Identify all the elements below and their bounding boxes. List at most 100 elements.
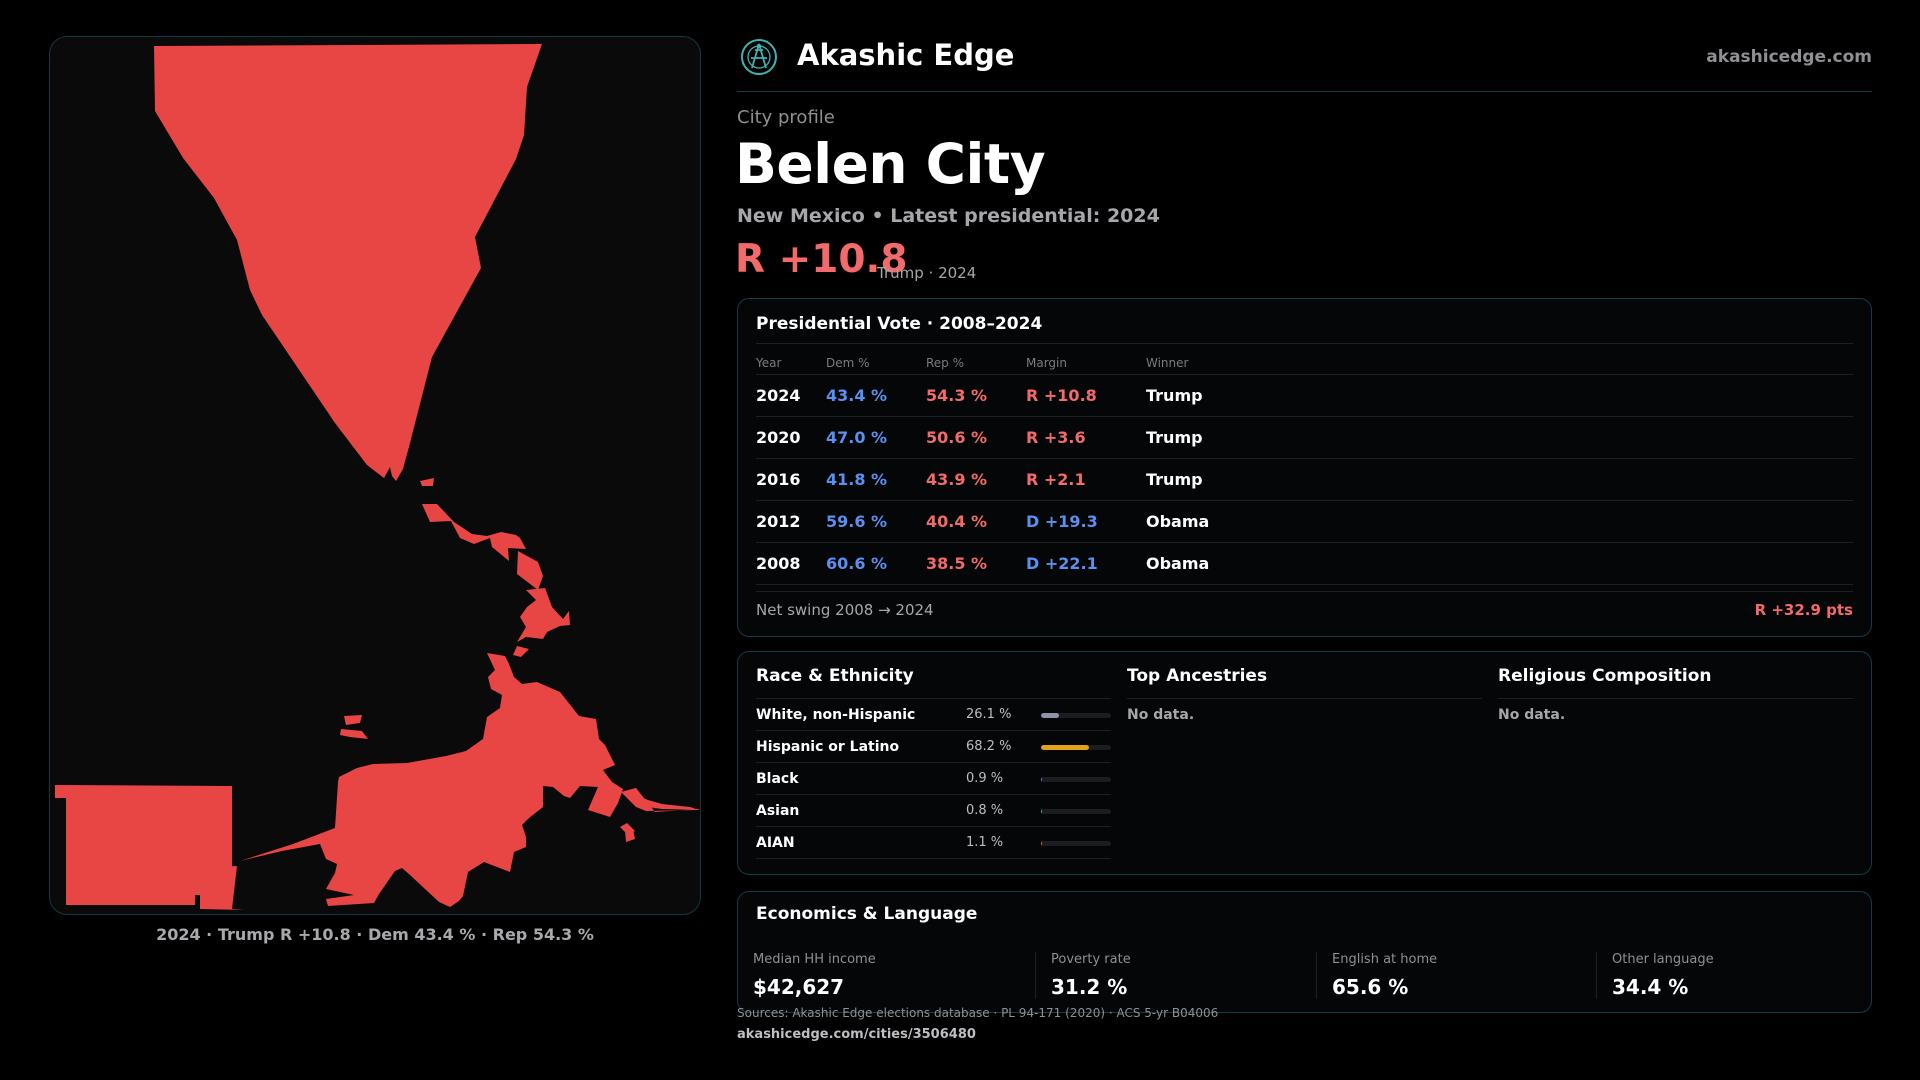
stat-value: 31.2 % (1051, 975, 1128, 999)
race-bar-fill (1041, 745, 1089, 750)
page-subtitle: New Mexico • Latest presidential: 2024 (737, 205, 1160, 227)
akashic-edge-logo-icon[interactable] (740, 38, 778, 76)
winner-cell: Obama (1146, 512, 1210, 531)
race-bar-fill (1041, 841, 1043, 846)
rep-share-cell: 40.4 % (926, 512, 988, 531)
col-header-margin: Margin (1026, 356, 1067, 370)
presidential-card-title: Presidential Vote · 2008–2024 (756, 314, 1043, 334)
stat-poverty-rate: Poverty rate 31.2 % (1035, 952, 1295, 999)
ancestries-section-title: Top Ancestries (1127, 666, 1268, 686)
race-bar-track (1041, 809, 1111, 814)
stat-other-language: Other language 34.4 % (1596, 952, 1856, 999)
race-bar-fill (1041, 809, 1043, 814)
dem-share-cell: 59.6 % (826, 512, 888, 531)
page-permalink[interactable]: akashicedge.com/cities/3506480 (737, 1027, 976, 1042)
religion-section-title: Religious Composition (1498, 666, 1712, 686)
page-eyebrow: City profile (737, 107, 835, 128)
race-bar-track (1041, 841, 1111, 846)
stat-label: Other language (1612, 952, 1714, 967)
header-divider (737, 91, 1872, 92)
table-row: 2012 59.6 % 40.4 % D +19.3 Obama (756, 501, 1853, 543)
brand-name[interactable]: Akashic Edge (797, 38, 1015, 72)
rep-share-cell: 54.3 % (926, 386, 988, 405)
race-bar-track (1041, 745, 1111, 750)
dem-share-cell: 47.0 % (826, 428, 888, 447)
table-row: 2008 60.6 % 38.5 % D +22.1 Obama (756, 543, 1853, 585)
margin-cell: R +2.1 (1026, 470, 1086, 489)
year-cell: 2020 (756, 428, 801, 447)
stat-value: 34.4 % (1612, 975, 1689, 999)
card-divider (756, 343, 1853, 344)
race-section-title: Race & Ethnicity (756, 666, 914, 686)
net-swing-value: R +32.9 pts (1754, 601, 1853, 619)
col-header-dem: Dem % (826, 356, 870, 370)
margin-cell: R +10.8 (1026, 386, 1097, 405)
section-divider (1498, 698, 1853, 699)
race-bar-track (1041, 713, 1111, 718)
table-row: 2016 41.8 % 43.9 % R +2.1 Trump (756, 459, 1853, 501)
table-header: Year Dem % Rep % Margin Winner (756, 351, 1853, 375)
race-label: Hispanic or Latino (756, 739, 900, 755)
site-url-link[interactable]: akashicedge.com (1706, 47, 1872, 67)
winner-cell: Obama (1146, 554, 1210, 573)
stat-value: 65.6 % (1332, 975, 1409, 999)
race-value: 0.9 % (966, 771, 1004, 786)
table-row: 2020 47.0 % 50.6 % R +3.6 Trump (756, 417, 1853, 459)
race-label: Asian (756, 803, 800, 819)
margin-cell: R +3.6 (1026, 428, 1086, 447)
winner-cell: Trump (1146, 428, 1203, 447)
stat-label: Median HH income (753, 952, 876, 967)
race-bar-track (1041, 777, 1111, 782)
religion-empty-text: No data. (1498, 707, 1566, 723)
headline-margin: R +10.8 (735, 237, 908, 282)
race-ethnicity-section: Race & Ethnicity White, non-Hispanic 26.1… (756, 666, 1111, 859)
race-bar-fill (1041, 713, 1060, 718)
col-header-year: Year (756, 356, 782, 370)
ancestries-section: Top Ancestries No data. (1127, 666, 1482, 723)
race-label: White, non-Hispanic (756, 707, 916, 723)
col-header-winner: Winner (1146, 356, 1189, 370)
winner-cell: Trump (1146, 386, 1203, 405)
race-label: AIAN (756, 835, 795, 851)
race-row: Asian 0.8 % (756, 795, 1111, 827)
headline-note: Trump · 2024 (877, 264, 977, 282)
dem-share-cell: 43.4 % (826, 386, 888, 405)
race-row: Hispanic or Latino 68.2 % (756, 731, 1111, 763)
rep-share-cell: 43.9 % (926, 470, 988, 489)
race-value: 26.1 % (966, 707, 1012, 722)
year-cell: 2016 (756, 470, 801, 489)
race-value: 0.8 % (966, 803, 1004, 818)
stat-median-income: Median HH income $42,627 (738, 952, 998, 999)
net-swing-label: Net swing 2008 → 2024 (756, 601, 934, 619)
stat-label: Poverty rate (1051, 952, 1131, 967)
section-divider (1127, 698, 1482, 699)
rep-share-cell: 38.5 % (926, 554, 988, 573)
race-bar-fill (1041, 777, 1043, 782)
stat-english-at-home: English at home 65.6 % (1316, 952, 1576, 999)
race-value: 1.1 % (966, 835, 1004, 850)
year-cell: 2012 (756, 512, 801, 531)
sources-note: Sources: Akashic Edge elections database… (737, 1006, 1219, 1020)
race-row: Black 0.9 % (756, 763, 1111, 795)
ancestries-empty-text: No data. (1127, 707, 1195, 723)
demographics-card: Race & Ethnicity White, non-Hispanic 26.1… (737, 651, 1872, 875)
dem-share-cell: 41.8 % (826, 470, 888, 489)
map-caption: 2024 · Trump R +10.8 · Dem 43.4 % · Rep … (156, 925, 594, 944)
rep-share-cell: 50.6 % (926, 428, 988, 447)
race-value: 68.2 % (966, 739, 1012, 754)
year-cell: 2024 (756, 386, 801, 405)
stat-value: $42,627 (753, 975, 845, 999)
year-cell: 2008 (756, 554, 801, 573)
card-divider (756, 591, 1853, 592)
city-boundary-shape (55, 44, 700, 910)
stat-label: English at home (1332, 952, 1438, 967)
col-header-rep: Rep % (926, 356, 965, 370)
presidential-vote-card: Presidential Vote · 2008–2024 Year Dem %… (737, 298, 1872, 637)
table-row: 2024 43.4 % 54.3 % R +10.8 Trump (756, 375, 1853, 417)
economics-language-card: Economics & Language Median HH income $4… (737, 891, 1872, 1013)
race-row: White, non-Hispanic 26.1 % (756, 699, 1111, 731)
race-label: Black (756, 771, 799, 787)
margin-cell: D +22.1 (1026, 554, 1098, 573)
margin-cell: D +19.3 (1026, 512, 1098, 531)
race-row: AIAN 1.1 % (756, 827, 1111, 859)
